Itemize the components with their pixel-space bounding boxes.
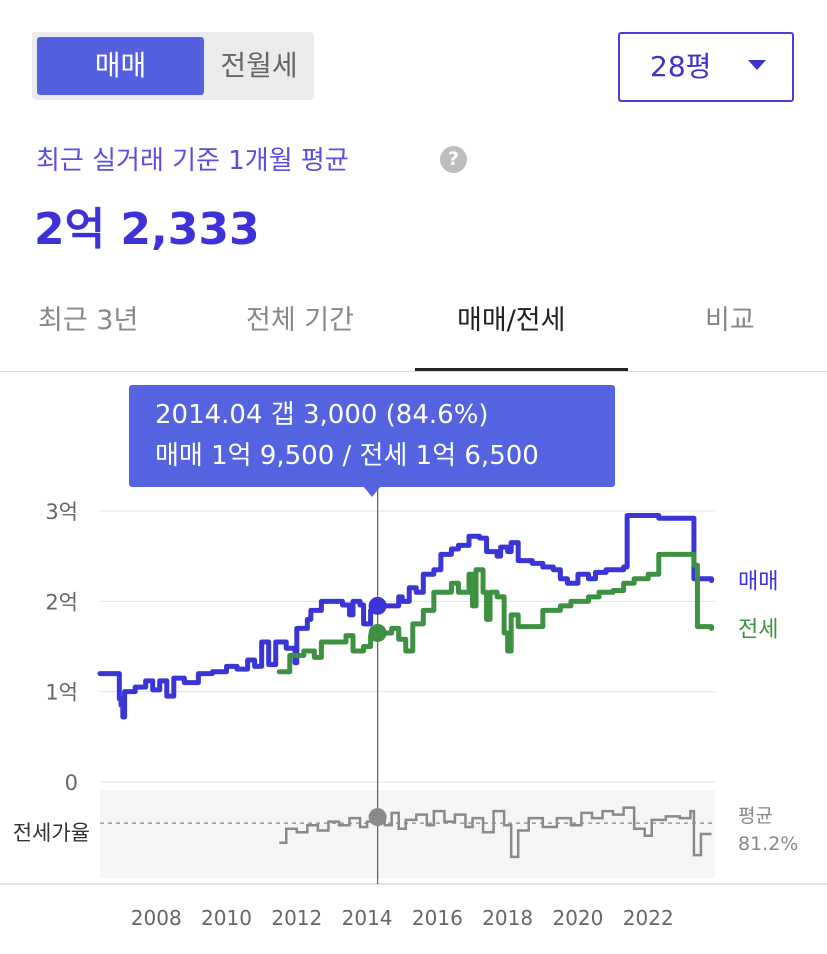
- lease-tab-button[interactable]: 전월세: [220, 49, 298, 82]
- marker-lease: [368, 623, 387, 642]
- marker-ratio: [368, 808, 387, 827]
- chart-tooltip: 2014.04 갭 3,000 (84.6%) 매매 1억 9,500 / 전세…: [129, 385, 615, 487]
- tab-compare[interactable]: 비교: [705, 305, 755, 336]
- series-label-sale: 매매: [738, 570, 778, 595]
- tooltip-line2: 매매 1억 9,500 / 전세 1억 6,500: [155, 441, 539, 471]
- ratio-average-label: 평균: [738, 805, 773, 827]
- y-tick-label: 3억: [45, 500, 78, 524]
- y-tick-label: 1억: [45, 681, 78, 705]
- ratio-panel-bg: [100, 790, 715, 878]
- marker-sale: [368, 596, 387, 615]
- question-circle-icon[interactable]: ?: [440, 146, 467, 173]
- deal-type-toggle: 매매 전월세: [32, 32, 314, 100]
- sale-tab-button[interactable]: 매매: [37, 37, 204, 95]
- series-label-lease: 전세: [738, 617, 778, 642]
- tab-sale-lease[interactable]: 매매/전세: [457, 305, 566, 336]
- tooltip-line1: 2014.04 갭 3,000 (84.6%): [155, 400, 489, 430]
- ratio-average-value: 81.2%: [738, 833, 798, 855]
- tab-recent-3y[interactable]: 최근 3년: [38, 305, 139, 336]
- x-tick-label: 2022: [623, 906, 674, 930]
- x-tick-label: 2008: [131, 906, 182, 930]
- size-select[interactable]: 28평: [618, 32, 794, 102]
- caret-down-icon: [748, 60, 766, 70]
- series-line-sale: [97, 513, 714, 720]
- y-tick-label: 2억: [45, 590, 78, 614]
- x-tick-label: 2016: [412, 906, 463, 930]
- series-line-lease: [276, 551, 714, 675]
- x-tick-label: 2010: [201, 906, 252, 930]
- size-select-value: 28평: [650, 50, 712, 83]
- average-price-label: 최근 실거래 기준 1개월 평균: [36, 146, 349, 176]
- tooltip-arrow: [363, 486, 381, 497]
- x-tick-label: 2012: [271, 906, 322, 930]
- average-price-value: 2억 2,333: [34, 204, 260, 255]
- ratio-panel-label: 전세가율: [13, 821, 90, 845]
- tab-all-period[interactable]: 전체 기간: [246, 305, 354, 336]
- period-tabs: 최근 3년 전체 기간 매매/전세 비교: [0, 282, 827, 372]
- active-tab-indicator: [415, 368, 628, 371]
- x-tick-label: 2020: [552, 906, 603, 930]
- x-tick-label: 2014: [342, 906, 393, 930]
- ratio-line: [279, 806, 712, 859]
- x-tick-label: 2018: [482, 906, 533, 930]
- y-tick-label: 0: [65, 771, 78, 795]
